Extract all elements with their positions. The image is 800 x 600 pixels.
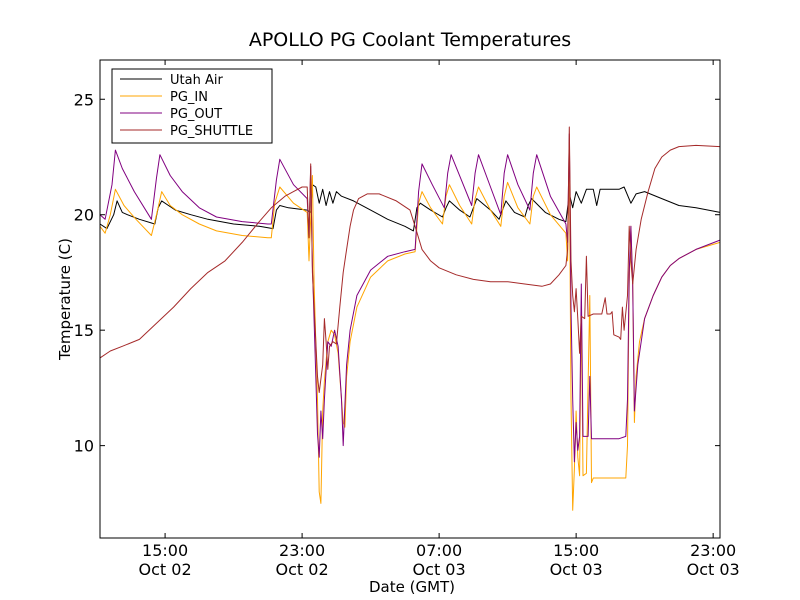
y-axis-label: Temperature (C) xyxy=(56,238,74,361)
x-tick-label-date: Oct 03 xyxy=(550,560,603,579)
x-tick-label-date: Oct 02 xyxy=(276,560,329,579)
x-tick-label-time: 15:00 xyxy=(553,541,599,560)
y-tick-label: 25 xyxy=(74,90,94,109)
legend: Utah Air PG_IN PG_OUT PG_SHUTTLE xyxy=(111,68,273,144)
x-tick-label-time: 23:00 xyxy=(279,541,325,560)
legend-box xyxy=(111,68,273,144)
series-layer xyxy=(99,126,721,511)
x-tick-label-time: 23:00 xyxy=(690,541,736,560)
x-tick-label-date: Oct 03 xyxy=(687,560,740,579)
series-line-pg-shuttle xyxy=(99,126,721,393)
y-axis: 10 15 20 25 xyxy=(74,90,720,456)
y-tick-label: 20 xyxy=(74,206,94,225)
legend-label-utah-air: Utah Air xyxy=(170,73,223,88)
series-line-pg-in xyxy=(99,156,721,511)
x-tick-label-time: 15:00 xyxy=(142,541,188,560)
x-axis-label: Date (GMT) xyxy=(369,578,455,596)
x-tick-label-date: Oct 03 xyxy=(413,560,466,579)
x-tick-label-time: 07:00 xyxy=(416,541,462,560)
legend-label-pg-out: PG_OUT xyxy=(170,107,222,122)
legend-label-pg-shuttle: PG_SHUTTLE xyxy=(170,124,253,139)
plot-frame xyxy=(99,59,721,539)
series-line-pg-out xyxy=(99,133,721,463)
chart-title: APOLLO PG Coolant Temperatures xyxy=(249,29,571,51)
x-tick-label-date: Oct 02 xyxy=(139,560,192,579)
legend-label-pg-in: PG_IN xyxy=(170,90,208,105)
y-tick-label: 10 xyxy=(74,437,94,456)
y-tick-label: 15 xyxy=(74,321,94,340)
